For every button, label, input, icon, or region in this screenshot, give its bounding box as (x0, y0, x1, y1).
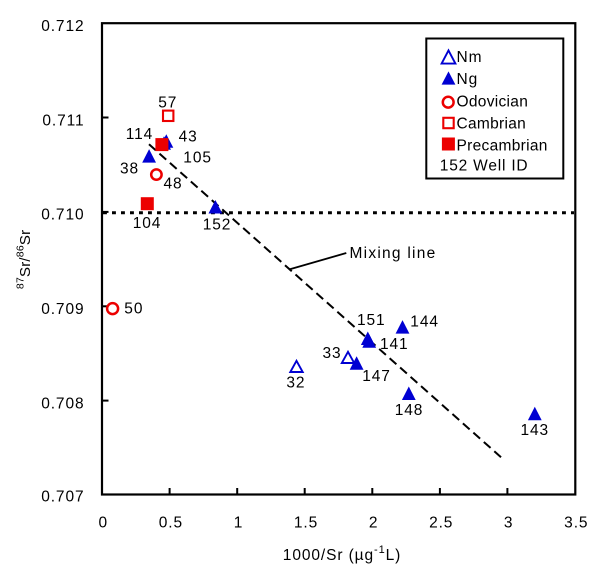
svg-text:0.709: 0.709 (41, 301, 84, 318)
svg-text:32: 32 (286, 375, 305, 392)
svg-text:38: 38 (120, 160, 139, 177)
svg-text:0.710: 0.710 (41, 207, 84, 224)
svg-text:Odovician: Odovician (457, 94, 529, 111)
svg-text:43: 43 (179, 128, 198, 145)
svg-text:87Sr/86Sr: 87Sr/86Sr (15, 230, 35, 289)
svg-text:3: 3 (504, 515, 514, 532)
svg-text:0.5: 0.5 (159, 515, 183, 532)
svg-text:2: 2 (369, 515, 379, 532)
svg-text:0: 0 (99, 515, 109, 532)
svg-text:50: 50 (124, 301, 143, 318)
svg-text:148: 148 (395, 402, 424, 419)
svg-text:3.5: 3.5 (564, 515, 588, 532)
svg-text:0.711: 0.711 (42, 112, 84, 129)
svg-text:0.707: 0.707 (41, 488, 84, 505)
svg-text:1.5: 1.5 (294, 515, 318, 532)
svg-text:114: 114 (126, 126, 153, 143)
svg-text:147: 147 (362, 368, 391, 385)
svg-text:152 Well ID: 152 Well ID (440, 157, 529, 174)
svg-text:57: 57 (158, 95, 177, 112)
svg-text:105: 105 (183, 150, 212, 167)
svg-text:151: 151 (357, 312, 386, 329)
svg-text:141: 141 (380, 336, 409, 353)
svg-text:1: 1 (234, 515, 244, 532)
svg-text:143: 143 (521, 422, 550, 439)
svg-text:Cambrian: Cambrian (457, 116, 527, 133)
svg-text:1000/Sr (µg-1L): 1000/Sr (µg-1L) (283, 544, 401, 564)
svg-text:104: 104 (133, 215, 162, 232)
svg-text:Precambrian: Precambrian (457, 138, 548, 155)
svg-text:2.5: 2.5 (429, 515, 453, 532)
svg-text:0.708: 0.708 (41, 395, 84, 412)
svg-text:Nm: Nm (457, 49, 483, 66)
svg-text:152: 152 (203, 217, 232, 234)
svg-text:0.712: 0.712 (41, 18, 84, 35)
svg-text:144: 144 (410, 313, 439, 330)
svg-text:Ng: Ng (457, 71, 479, 88)
svg-text:33: 33 (322, 345, 341, 362)
svg-text:48: 48 (164, 176, 183, 193)
svg-text:Mixing line: Mixing line (350, 245, 437, 262)
